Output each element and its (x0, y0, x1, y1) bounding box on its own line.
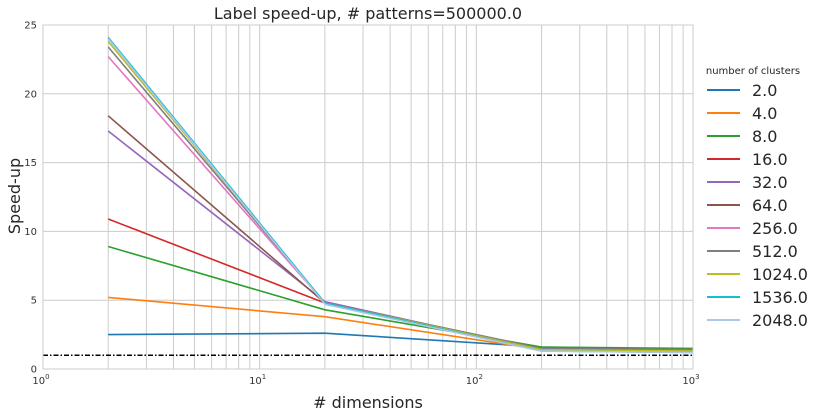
series-line-2048-0 (107, 38, 694, 354)
legend-label: 1536.0 (752, 288, 808, 307)
x-tick-base: 10 (682, 376, 695, 387)
x-tick-label: 102 (466, 373, 483, 387)
x-tick-base: 10 (466, 376, 479, 387)
legend-label: 512.0 (752, 242, 798, 261)
x-tick-exponent: 3 (695, 373, 699, 381)
legend-title: number of clusters (706, 66, 800, 77)
legend-label: 64.0 (752, 196, 788, 215)
x-tick-exponent: 2 (478, 373, 482, 381)
y-axis-ticks: 0 5 10 15 20 25 (24, 21, 37, 376)
legend-label: 2.0 (752, 81, 777, 100)
legend-label: 32.0 (752, 173, 788, 192)
series-lines (107, 36, 694, 354)
x-tick-label: 101 (249, 373, 266, 387)
y-tick-label: 25 (24, 21, 37, 32)
y-tick-label: 20 (24, 89, 37, 100)
legend-label: 4.0 (752, 104, 777, 123)
plot-frame (42, 24, 694, 370)
legend: number of clusters 2.0 4.0 8.0 16.0 32.0 64.0… (706, 66, 808, 330)
x-tick-label: 103 (682, 373, 699, 387)
legend-label: 16.0 (752, 150, 788, 169)
y-axis-label: Speed-up (5, 158, 24, 234)
x-axis-ticks: 100 101 102 103 (32, 373, 699, 387)
x-tick-label: 100 (32, 373, 49, 387)
chart-title: Label speed-up, # patterns=500000.0 (214, 4, 522, 23)
y-tick-label: 10 (24, 227, 37, 238)
x-tick-base: 10 (249, 376, 262, 387)
y-tick-label: 5 (31, 296, 37, 307)
legend-label: 1024.0 (752, 265, 808, 284)
plot-area (42, 24, 694, 370)
legend-label: 2048.0 (752, 311, 808, 330)
x-tick-exponent: 1 (262, 373, 266, 381)
y-tick-label: 15 (24, 158, 37, 169)
x-axis-label: # dimensions (313, 393, 423, 412)
legend-label: 8.0 (752, 127, 777, 146)
legend-label: 256.0 (752, 219, 798, 238)
x-tick-base: 10 (32, 376, 45, 387)
y-tick-label: 0 (31, 365, 37, 376)
x-tick-exponent: 0 (45, 373, 49, 381)
